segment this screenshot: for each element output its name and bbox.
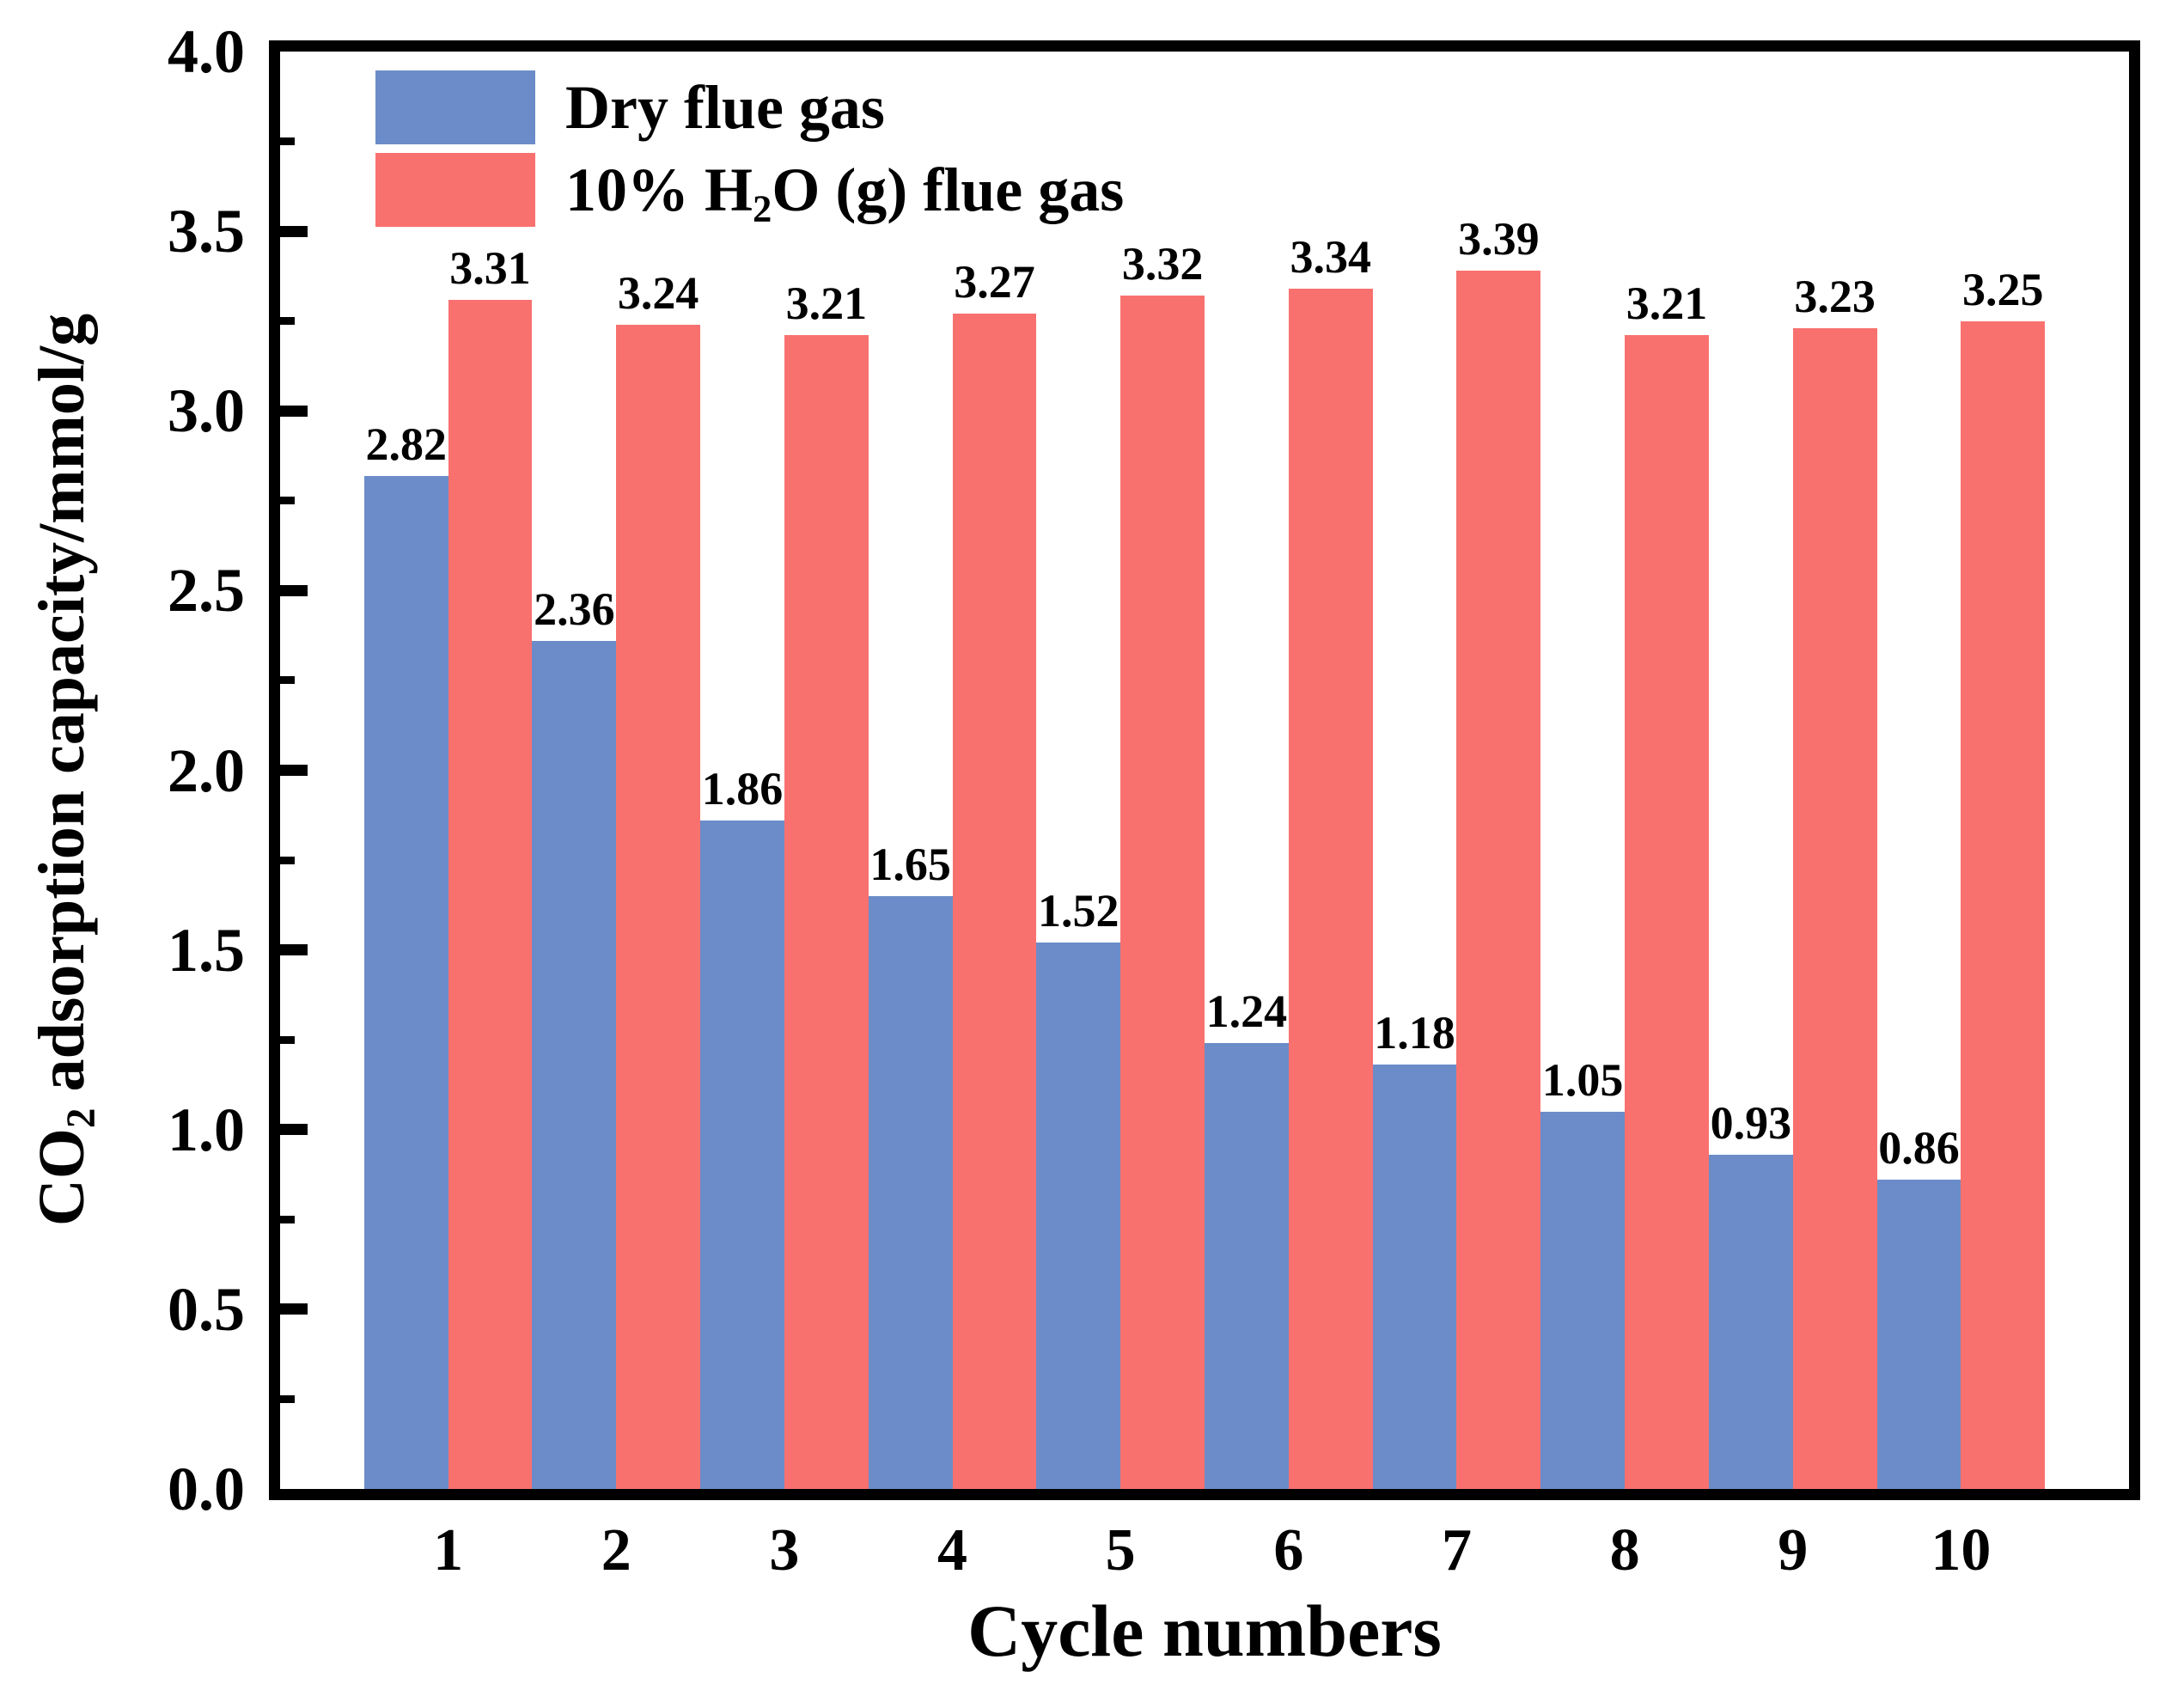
legend-label-wet-subscript: 2 bbox=[753, 186, 772, 230]
bar-dry-cycle-1 bbox=[363, 475, 448, 1489]
bar-wet-cycle-6 bbox=[1288, 289, 1373, 1489]
y-minor-tick bbox=[280, 1394, 295, 1403]
legend-label-wet-suffix: O (g) flue gas bbox=[772, 156, 1125, 224]
y-tick-label-3.5: 3.5 bbox=[168, 197, 245, 266]
bar-wet-cycle-2 bbox=[616, 324, 701, 1489]
x-tick-label-4: 4 bbox=[937, 1517, 968, 1583]
bar-dry-cycle-3 bbox=[700, 821, 784, 1489]
legend-row-dry: Dry flue gas bbox=[375, 70, 1124, 144]
bar-dry-cycle-8-value-label: 1.05 bbox=[1541, 1053, 1624, 1106]
bar-wet-cycle-8 bbox=[1625, 335, 1709, 1489]
legend-row-wet: 10% H2O (g) flue gas bbox=[375, 153, 1125, 230]
bar-dry-cycle-6-value-label: 1.24 bbox=[1205, 985, 1288, 1038]
y-tick-label-0.0: 0.0 bbox=[168, 1455, 245, 1523]
x-axis-title: Cycle numbers bbox=[967, 1589, 1442, 1672]
y-tick-label-2.0: 2.0 bbox=[168, 735, 245, 805]
bar-wet-cycle-7-value-label: 3.39 bbox=[1458, 213, 1540, 265]
y-tick-label-1.5: 1.5 bbox=[168, 915, 245, 985]
x-tick-label-2: 2 bbox=[601, 1517, 631, 1583]
bar-wet-cycle-5 bbox=[1120, 296, 1205, 1489]
bar-wet-cycle-7 bbox=[1456, 271, 1541, 1489]
bar-dry-cycle-2 bbox=[532, 640, 617, 1489]
y-major-tick bbox=[280, 1303, 308, 1315]
x-tick-label-5: 5 bbox=[1105, 1517, 1136, 1583]
x-tick-label-9: 9 bbox=[1778, 1517, 1809, 1583]
bar-dry-cycle-10 bbox=[1876, 1180, 1961, 1489]
bar-wet-cycle-1-value-label: 3.31 bbox=[449, 241, 531, 294]
bar-dry-cycle-7 bbox=[1372, 1065, 1457, 1489]
bar-wet-cycle-4-value-label: 3.27 bbox=[954, 256, 1035, 308]
y-major-tick bbox=[280, 765, 308, 776]
y-tick-label-2.5: 2.5 bbox=[168, 556, 245, 625]
y-tick-label-4.0: 4.0 bbox=[168, 17, 245, 86]
bar-dry-cycle-4 bbox=[868, 895, 953, 1489]
y-major-tick bbox=[280, 584, 308, 596]
legend-swatch-h2o-flue-gas bbox=[375, 153, 535, 227]
plot-area: 2.82 3.31 2.36 3.24 1.86 3.21 1.65 3.27 1.52 3.32… bbox=[269, 40, 2140, 1500]
bar-dry-cycle-5 bbox=[1036, 943, 1121, 1489]
bar-wet-cycle-10-value-label: 3.25 bbox=[1962, 263, 2044, 315]
bar-wet-cycle-6-value-label: 3.34 bbox=[1290, 231, 1371, 284]
bar-dry-cycle-3-value-label: 1.86 bbox=[701, 763, 784, 815]
x-tick-label-6: 6 bbox=[1273, 1517, 1304, 1583]
legend-label-h2o-flue-gas: 10% H2O (g) flue gas bbox=[565, 153, 1125, 230]
y-minor-tick bbox=[280, 317, 295, 326]
bar-wet-cycle-8-value-label: 3.21 bbox=[1626, 278, 1708, 330]
x-tick-label-10: 10 bbox=[1931, 1517, 1992, 1583]
bar-dry-cycle-9-value-label: 0.93 bbox=[1710, 1097, 1792, 1150]
legend: Dry flue gas 10% H2O (g) flue gas bbox=[375, 70, 1124, 235]
bar-wet-cycle-3 bbox=[784, 335, 869, 1489]
x-tick-label-1: 1 bbox=[433, 1517, 464, 1583]
bar-wet-cycle-1 bbox=[448, 299, 533, 1489]
bar-dry-cycle-2-value-label: 2.36 bbox=[534, 583, 615, 635]
y-minor-tick bbox=[280, 1215, 295, 1223]
bar-dry-cycle-4-value-label: 1.65 bbox=[869, 838, 951, 890]
y-major-tick bbox=[280, 1124, 308, 1136]
y-major-tick bbox=[280, 405, 308, 417]
x-tick-label-7: 7 bbox=[1441, 1517, 1472, 1583]
y-major-tick bbox=[280, 944, 308, 956]
y-minor-tick bbox=[280, 137, 295, 146]
bar-dry-cycle-10-value-label: 0.86 bbox=[1878, 1122, 1960, 1175]
bar-wet-cycle-10 bbox=[1961, 320, 2046, 1489]
y-minor-tick bbox=[280, 856, 295, 864]
y-tick-label-3.0: 3.0 bbox=[168, 376, 245, 446]
x-tick-label-3: 3 bbox=[769, 1517, 800, 1583]
legend-label-wet-prefix: 10% H bbox=[565, 156, 753, 224]
legend-label-dry-flue-gas: Dry flue gas bbox=[565, 73, 885, 142]
bar-dry-cycle-1-value-label: 2.82 bbox=[365, 418, 447, 470]
bars-layer: 2.82 3.31 2.36 3.24 1.86 3.21 1.65 3.27 1.52 3.32… bbox=[280, 52, 2129, 1489]
y-tick-label-0.5: 0.5 bbox=[168, 1274, 245, 1344]
bar-wet-cycle-2-value-label: 3.24 bbox=[617, 266, 699, 319]
bar-wet-cycle-9 bbox=[1792, 328, 1877, 1489]
y-major-tick bbox=[280, 225, 308, 237]
bar-dry-cycle-8 bbox=[1540, 1111, 1626, 1489]
bar-wet-cycle-4 bbox=[952, 314, 1037, 1489]
bar-dry-cycle-6 bbox=[1205, 1043, 1289, 1489]
bar-dry-cycle-5-value-label: 1.52 bbox=[1038, 885, 1119, 937]
bar-dry-cycle-9 bbox=[1708, 1155, 1793, 1489]
y-tick-label-1.0: 1.0 bbox=[168, 1095, 245, 1164]
bar-wet-cycle-5-value-label: 3.32 bbox=[1121, 238, 1204, 290]
y-minor-tick bbox=[280, 676, 295, 685]
bar-wet-cycle-3-value-label: 3.21 bbox=[785, 278, 868, 330]
y-ticks-layer bbox=[280, 52, 2129, 1489]
y-minor-tick bbox=[280, 497, 295, 505]
x-tick-label-8: 8 bbox=[1609, 1517, 1640, 1583]
legend-swatch-dry-flue-gas bbox=[375, 70, 535, 144]
bar-wet-cycle-9-value-label: 3.23 bbox=[1794, 271, 1876, 323]
bar-dry-cycle-7-value-label: 1.18 bbox=[1374, 1007, 1455, 1059]
y-minor-tick bbox=[280, 1035, 295, 1044]
